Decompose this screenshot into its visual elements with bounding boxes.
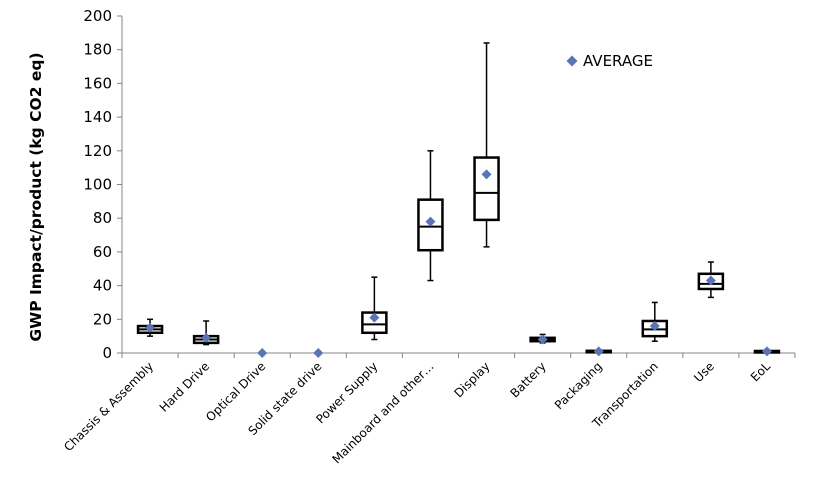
average-marker: [593, 346, 604, 357]
y-tick-label: 120: [83, 142, 112, 160]
y-tick-label: 140: [83, 108, 112, 126]
average-marker: [761, 346, 772, 357]
y-tick-label: 80: [93, 209, 112, 227]
legend: AVERAGE: [566, 52, 653, 70]
y-tick-label: 40: [93, 277, 112, 295]
average-marker: [201, 332, 212, 343]
average-marker: [425, 216, 436, 227]
average-marker: [257, 348, 268, 358]
y-axis-title: GWP Impact/product (kg CO2 eq): [27, 52, 45, 341]
x-tick-label: EoL: [748, 359, 773, 384]
average-marker: [705, 275, 716, 286]
y-tick-label: 100: [83, 176, 112, 194]
y-tick-label: 60: [93, 243, 112, 261]
box-iqr: [473, 156, 500, 222]
legend-average-label: AVERAGE: [583, 52, 653, 70]
x-tick-label: Chassis & Assembly: [61, 359, 156, 454]
x-tick-label: Hard Drive: [157, 359, 213, 415]
y-tick-label: 180: [83, 41, 112, 59]
plot-area: 0 20 40 60 80 100 120 140 160 180 200 Chassis & Ass…: [61, 7, 796, 466]
y-tick-label: 200: [83, 7, 112, 25]
x-tick-label: Display: [451, 359, 492, 400]
average-marker: [649, 321, 660, 332]
average-marker: [537, 334, 548, 345]
x-tick-label: Mainboard and other…: [329, 359, 436, 466]
x-tick-label: Packaging: [552, 359, 605, 412]
x-tick-label: Use: [691, 359, 717, 385]
box-iqr: [361, 311, 388, 335]
average-marker: [313, 348, 324, 358]
x-tick-label: Battery: [507, 359, 548, 400]
y-tick-label: 20: [93, 310, 112, 328]
legend-average-marker: [566, 55, 578, 67]
average-marker: [145, 322, 156, 333]
y-tick-label: 0: [102, 344, 112, 362]
average-marker: [369, 312, 380, 323]
y-tick-label: 160: [83, 74, 112, 92]
average-marker: [481, 169, 492, 180]
